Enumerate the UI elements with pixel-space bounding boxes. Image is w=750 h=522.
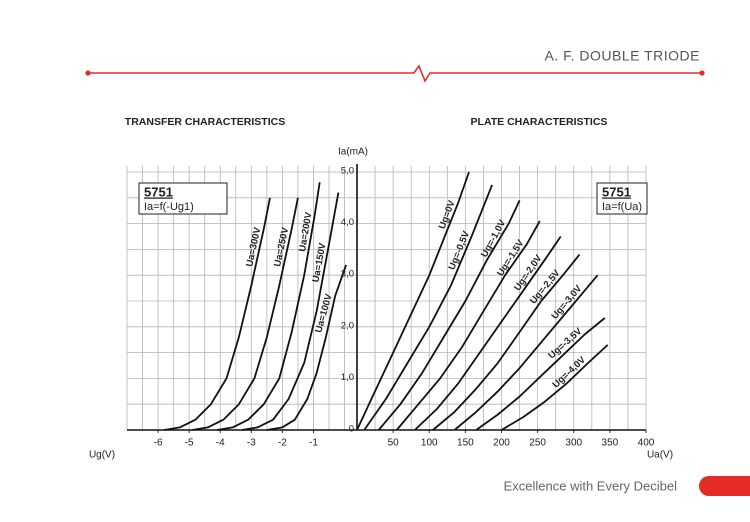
x-tick-label: 250 [529,438,546,449]
y-tick-label: 1,0 [341,372,354,383]
rule-dot [85,70,91,76]
legend-formula: Ia=f(-Ug1) [144,201,194,213]
y-axis-label: Ia(mA) [338,147,368,158]
curve [356,171,470,431]
curve [414,235,562,431]
y-tick-label: 4,0 [341,217,354,228]
x-tick-label: -6 [154,438,163,449]
y-tick-label: 3,0 [341,269,354,280]
x-tick-label: -2 [278,438,287,449]
curve-label-group: Ug=-4,0V [551,354,589,390]
rule-dot [699,70,705,76]
curve [475,317,606,431]
curve-label-group: Ug=0V [437,198,458,230]
curve [363,184,493,431]
header-title: A. F. DOUBLE TRIODE [545,48,701,64]
chart-title: TRANSFER CHARACTERISTICS [125,116,285,128]
x-tick-label: -5 [185,438,194,449]
x-tick-label: 300 [565,438,582,449]
x-tick-label: 100 [421,438,438,449]
x-tick-label: 50 [388,438,400,449]
curve [241,192,340,431]
curve [192,197,299,431]
x-tick-label: 400 [638,438,655,449]
x-tick-label: -1 [309,438,318,449]
footer-tab [699,476,750,496]
curve [216,182,321,431]
curve [164,197,271,431]
x-tick-label: -4 [216,438,225,449]
x-tick-label: 350 [602,438,619,449]
curve [453,274,599,431]
legend-box [596,182,648,215]
x-tick-label: 150 [457,438,474,449]
curve [501,344,609,431]
x-tick-label: 200 [493,438,510,449]
legend-formula: Ia=f(Ua) [602,201,642,213]
curve-label: Ug=-4,0V [551,354,589,390]
header-rule [88,64,702,83]
legend-model: 5751 [144,184,173,199]
y-tick-label: 0 [349,424,354,435]
y-tick-label: 2,0 [341,320,354,331]
curve-label: Ug=0V [437,198,458,230]
legend-model: 5751 [602,184,631,199]
x-axis-label: Ua(V) [647,450,673,461]
curve [378,200,521,431]
footer-slogan: Excellence with Every Decibel [504,478,678,493]
curve-label-group: Ug=-3,0V [549,283,584,322]
curve [396,220,541,431]
curve-label: Ug=-3,0V [549,283,584,322]
x-axis-label: Ug(V) [89,450,115,461]
legend-box [138,182,228,215]
chart-title: PLATE CHARACTERISTICS [471,116,608,128]
curve [266,264,347,431]
x-tick-label: -3 [247,438,256,449]
curve [432,254,581,431]
y-tick-label: 5,0 [341,166,354,177]
